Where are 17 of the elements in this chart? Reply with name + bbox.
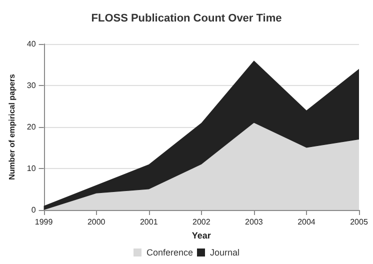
y-tick-label: 30 bbox=[26, 81, 36, 90]
x-tick-label: 2002 bbox=[192, 218, 211, 226]
x-tick-label: 2004 bbox=[298, 218, 316, 226]
legend-label: Journal bbox=[210, 248, 240, 258]
x-tick-label: 2000 bbox=[87, 218, 106, 226]
legend-label: Conference bbox=[146, 248, 194, 258]
y-axis-title: Number of empirical papers bbox=[8, 74, 16, 180]
x-axis-title: Year bbox=[192, 230, 212, 240]
x-tick-label: 2005 bbox=[350, 218, 368, 226]
y-tick-label: 20 bbox=[26, 122, 36, 132]
y-tick-label: 40 bbox=[26, 40, 36, 48]
chart-title: FLOSS Publication Count Over Time bbox=[91, 12, 282, 24]
x-tick-label: 2003 bbox=[245, 218, 264, 226]
x-tick-label: 2001 bbox=[140, 218, 158, 226]
x-tick-label: 1999 bbox=[34, 218, 54, 226]
y-tick-label: 0 bbox=[31, 206, 36, 214]
y-tick-label: 10 bbox=[26, 164, 36, 173]
